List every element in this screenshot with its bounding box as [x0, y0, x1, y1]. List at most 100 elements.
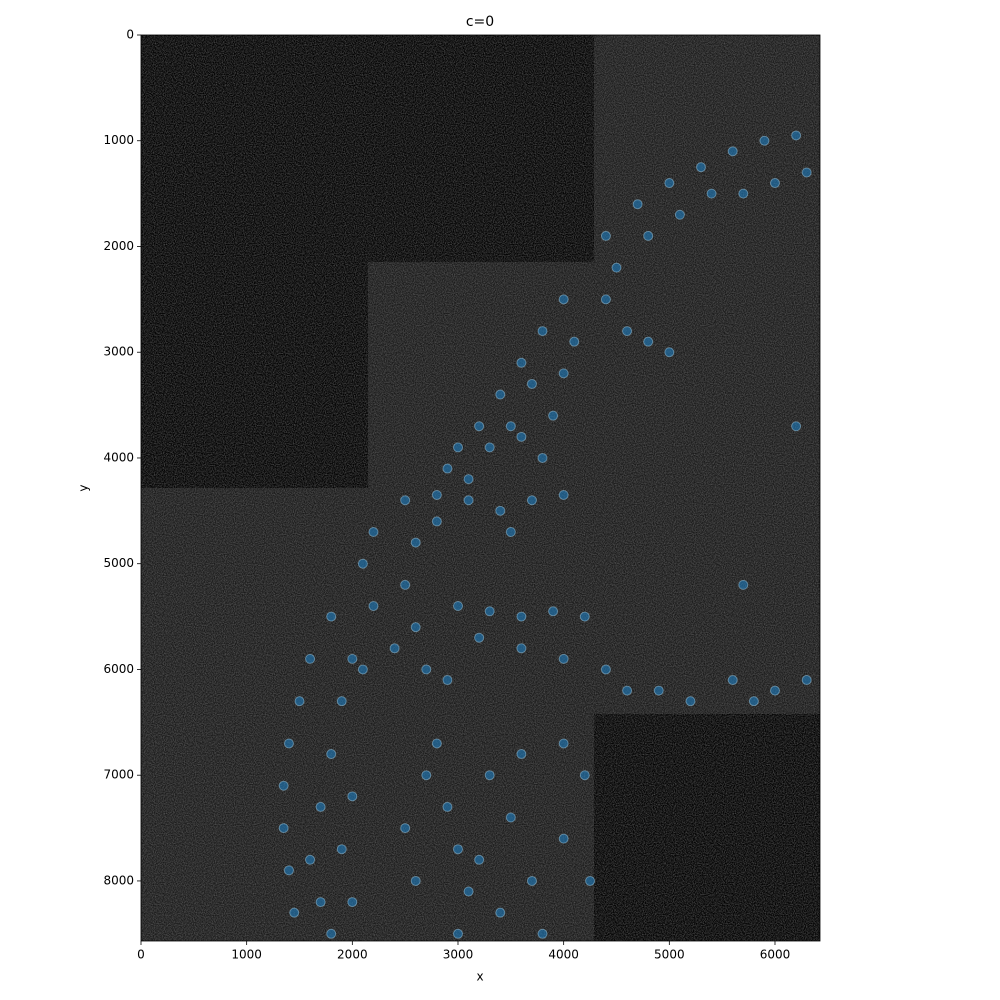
point [738, 188, 749, 199]
y-tick-label: 4000 [103, 450, 134, 464]
y-tick-label: 1000 [103, 133, 134, 147]
point [526, 378, 537, 389]
point [600, 230, 611, 241]
image [141, 35, 820, 941]
point [569, 336, 580, 347]
point [442, 801, 453, 812]
x-tick-label: 0 [137, 948, 145, 962]
point [526, 875, 537, 886]
point [463, 474, 474, 485]
point [400, 495, 411, 506]
point [643, 230, 654, 241]
point [558, 653, 569, 664]
point [685, 696, 696, 707]
point [474, 854, 485, 865]
point [643, 336, 654, 347]
point [791, 421, 802, 432]
axes-frame [140, 34, 821, 942]
point [622, 326, 633, 337]
point [516, 611, 527, 622]
point [537, 928, 548, 939]
y-tick-label: 5000 [103, 556, 134, 570]
x-tick-label: 2000 [337, 948, 368, 962]
point [431, 489, 442, 500]
point [347, 791, 358, 802]
y-tick-label: 0 [126, 28, 134, 42]
point [336, 696, 347, 707]
point [421, 770, 432, 781]
y-axis-label: y [77, 484, 91, 491]
point [431, 738, 442, 749]
point [421, 664, 432, 675]
point [674, 209, 685, 220]
point [474, 632, 485, 643]
x-tick-label: 5000 [654, 948, 685, 962]
point [558, 833, 569, 844]
point [696, 162, 707, 173]
point [632, 199, 643, 210]
point [579, 770, 590, 781]
point [558, 738, 569, 749]
point [326, 928, 337, 939]
point [537, 452, 548, 463]
x-tick-label: 4000 [548, 948, 579, 962]
point [769, 685, 780, 696]
point [463, 495, 474, 506]
point [727, 146, 738, 157]
point [600, 294, 611, 305]
point [452, 928, 463, 939]
y-tick-label: 2000 [103, 239, 134, 253]
point [579, 611, 590, 622]
point [622, 685, 633, 696]
point [738, 579, 749, 590]
point [315, 897, 326, 908]
point [484, 442, 495, 453]
x-tick-label: 1000 [231, 948, 262, 962]
point [410, 875, 421, 886]
point [653, 685, 664, 696]
x-tick-label: 3000 [443, 948, 474, 962]
y-tick-label: 6000 [103, 662, 134, 676]
point [505, 812, 516, 823]
point [400, 579, 411, 590]
point [452, 601, 463, 612]
point [336, 844, 347, 855]
point [516, 357, 527, 368]
x-tick-label: 6000 [760, 948, 791, 962]
point [368, 601, 379, 612]
point [389, 643, 400, 654]
point [558, 489, 569, 500]
point [664, 347, 675, 358]
point [278, 780, 289, 791]
point [516, 749, 527, 760]
point [505, 526, 516, 537]
point [664, 178, 675, 189]
point [801, 675, 812, 686]
point [357, 558, 368, 569]
point [791, 130, 802, 141]
point [548, 606, 559, 617]
point [585, 875, 596, 886]
point [368, 526, 379, 537]
point [326, 611, 337, 622]
point [759, 135, 770, 146]
point [495, 389, 506, 400]
point [452, 442, 463, 453]
point [484, 606, 495, 617]
chart-title: c=0 [466, 14, 494, 30]
point [548, 410, 559, 421]
point [326, 749, 337, 760]
point [294, 696, 305, 707]
point [315, 801, 326, 812]
point [516, 431, 527, 442]
point [558, 368, 569, 379]
point [283, 738, 294, 749]
point [289, 907, 300, 918]
point [305, 854, 316, 865]
point [727, 675, 738, 686]
point [505, 421, 516, 432]
y-tick-label: 3000 [103, 345, 134, 359]
point [452, 844, 463, 855]
